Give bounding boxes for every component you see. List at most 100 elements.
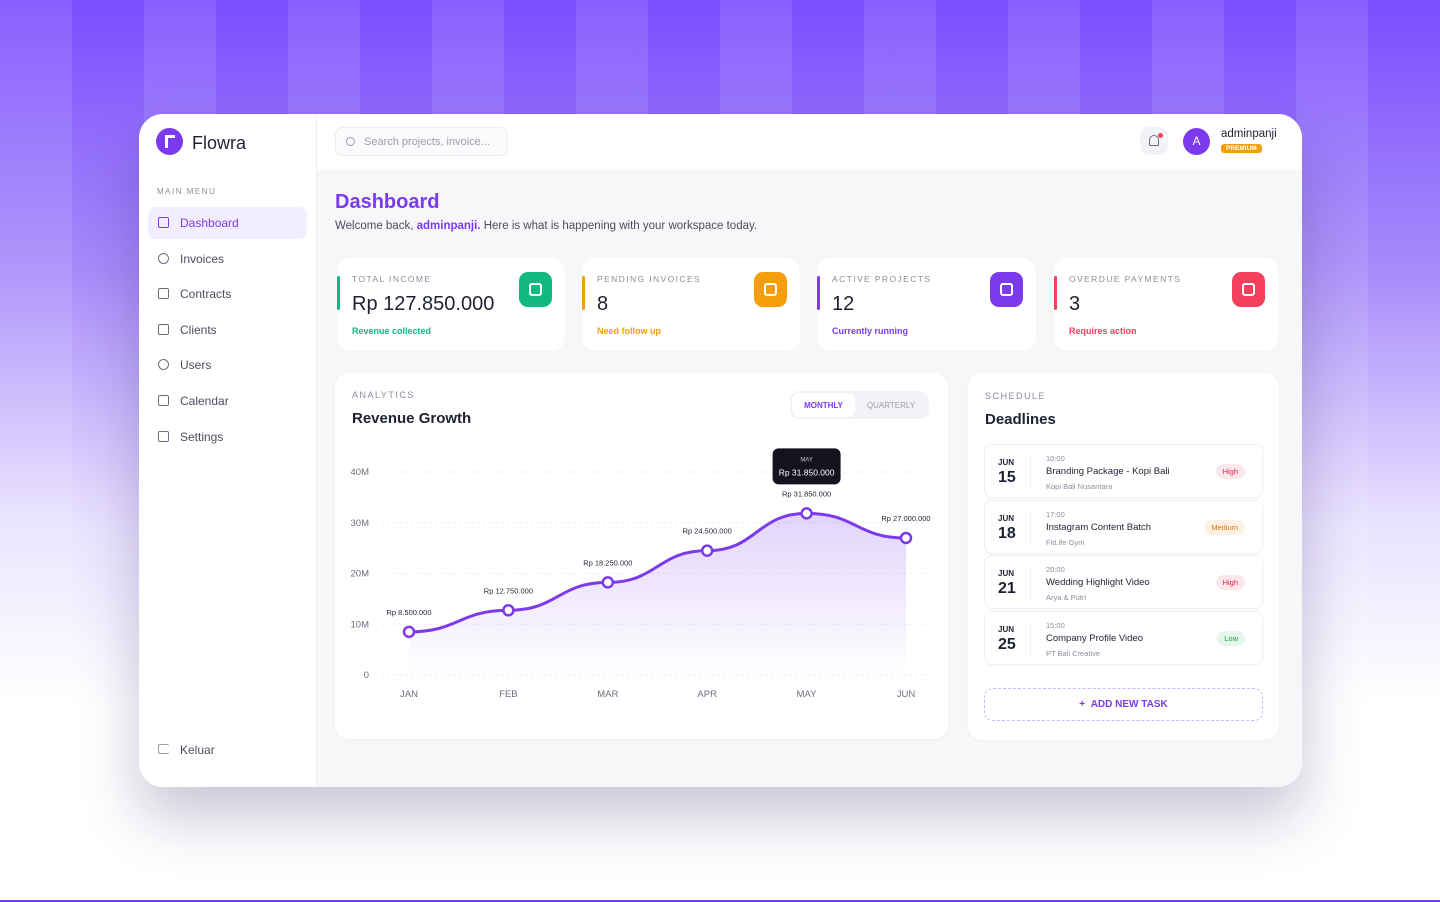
- priority-badge: Medium: [1204, 519, 1245, 535]
- welcome-text: Here is what is happening with your work…: [483, 220, 758, 232]
- schedule-panel: SCHEDULE Deadlines + ADD NEW TASK JUN 15 1…: [968, 373, 1279, 740]
- divider: [1030, 510, 1031, 545]
- stat-icon: [754, 272, 787, 307]
- stat-icon: [1232, 272, 1265, 307]
- stat-card: TOTAL INCOME Rp 127.850.000 Revenue collec…: [337, 258, 565, 351]
- logo-icon: [156, 128, 183, 155]
- bottom-rule: [0, 900, 1440, 902]
- value-label: Rp 18.250.000: [583, 558, 632, 567]
- point: [601, 576, 615, 589]
- bell-icon: [1149, 135, 1159, 146]
- value-label: Rp 31.850.000: [782, 489, 831, 498]
- deadline-month: JUN: [998, 625, 1015, 635]
- menu-item[interactable]: Calendar: [148, 385, 307, 417]
- stat-icon: [519, 272, 552, 307]
- page-title: Dashboard: [335, 191, 440, 213]
- priority-badge: High: [1215, 575, 1245, 591]
- stat-card: OVERDUE PAYMENTS 3 Requires action: [1054, 258, 1278, 351]
- menu-label: Dashboard: [180, 216, 239, 230]
- stat-note: Currently running: [832, 326, 908, 336]
- menu-label: Contracts: [180, 287, 232, 302]
- stat-card: ACTIVE PROJECTS 12 Currently running: [817, 258, 1036, 351]
- menu-icon: [158, 252, 169, 264]
- sidebar: Flowra MAIN MENU Keluar Dashboard Invoice…: [139, 114, 317, 787]
- avatar[interactable]: A: [1183, 128, 1210, 155]
- search-box[interactable]: Search projects, invoice...: [335, 127, 508, 156]
- chart-panel: ANALYTICS Revenue Growth MONTHLY QUARTERLY 0…: [335, 373, 948, 739]
- divider: [1030, 455, 1031, 489]
- menu-label: Users: [180, 358, 212, 373]
- menu-label: Settings: [180, 429, 224, 444]
- schedule-title: Deadlines: [985, 411, 1056, 428]
- tab-active[interactable]: [792, 393, 855, 417]
- plus-icon: +: [1079, 699, 1091, 710]
- menu-item[interactable]: Contracts: [148, 278, 307, 310]
- stat-accent: [582, 276, 585, 310]
- add-task-button[interactable]: + ADD NEW TASK: [984, 688, 1263, 721]
- menu-icon: [158, 288, 169, 300]
- priority-badge: Low: [1217, 631, 1245, 647]
- welcome-text: Welcome back,: [335, 220, 414, 232]
- menu-item[interactable]: Clients: [148, 314, 307, 346]
- deadline-title: Company Profile Video: [1046, 633, 1143, 645]
- brand: Flowra: [192, 133, 247, 153]
- menu-item[interactable]: Dashboard: [148, 207, 307, 239]
- value-label: Rp 24.500.000: [683, 527, 732, 536]
- deadline-item[interactable]: JUN 21 20:00 Wedding Highlight Video Arya & …: [984, 555, 1263, 610]
- point: [800, 507, 813, 520]
- deadline-time: 15:00: [1046, 621, 1065, 631]
- top-bar: Search projects, invoice... A adminpanji…: [317, 114, 1302, 170]
- x-tick-label: FEB: [499, 689, 517, 700]
- stat-value: Rp 127.850.000: [352, 293, 495, 315]
- x-tick-label: APR: [697, 689, 717, 700]
- deadline-time: 10:00: [1046, 454, 1065, 463]
- chart-kicker: ANALYTICS: [352, 390, 415, 400]
- value-label: Rp 12.750.000: [484, 586, 533, 595]
- stat-icon-glyph: [1000, 283, 1013, 296]
- notification-dot: [1158, 133, 1163, 138]
- priority-badge: High: [1215, 464, 1245, 479]
- menu-item[interactable]: Settings: [148, 421, 307, 453]
- deadline-item[interactable]: JUN 15 10:00 Branding Package - Kopi Bali Ko…: [984, 444, 1263, 498]
- point: [899, 531, 913, 545]
- welcome: Welcome back, adminpanji. Here is what i…: [335, 220, 757, 232]
- stat-icon-glyph: [1242, 283, 1255, 296]
- area: [409, 513, 906, 675]
- stat-accent: [1054, 276, 1057, 310]
- point: [502, 604, 515, 617]
- deadline-month: JUN: [998, 513, 1015, 523]
- deadline-client: FitLife Gym: [1046, 537, 1085, 547]
- logout[interactable]: Keluar: [180, 743, 215, 757]
- tooltip-value: Rp 31.850.000: [779, 467, 835, 477]
- menu-label: Invoices: [180, 251, 225, 266]
- stat-note: Requires action: [1069, 326, 1137, 336]
- deadline-item[interactable]: JUN 25 15:00 Company Profile Video PT Bali C…: [984, 611, 1263, 666]
- user-name: adminpanji: [1221, 128, 1277, 140]
- stat-value: 12: [832, 293, 855, 315]
- menu-label: Calendar: [180, 394, 229, 408]
- y-tick-label: 20M: [351, 569, 370, 580]
- x-tick-label: JAN: [400, 689, 418, 700]
- value-label: Rp 8.500.000: [386, 608, 431, 617]
- y-tick-label: 40M: [351, 467, 370, 478]
- deadline-title: Wedding Highlight Video: [1046, 577, 1150, 589]
- deadline-month: JUN: [998, 458, 1015, 467]
- menu-item[interactable]: Users: [148, 349, 307, 381]
- search-icon: [346, 137, 355, 146]
- x-tick-label: JUN: [897, 689, 916, 700]
- deadline-item[interactable]: JUN 18 17:00 Instagram Content Batch FitLife…: [984, 499, 1263, 554]
- user-badge: PREMIUM: [1221, 144, 1262, 153]
- menu-title: MAIN MENU: [157, 187, 217, 196]
- schedule-kicker: SCHEDULE: [985, 391, 1047, 401]
- deadline-day: 18: [998, 524, 1016, 542]
- stat-label: TOTAL INCOME: [352, 274, 432, 284]
- point: [402, 625, 416, 639]
- app-window: Flowra MAIN MENU Keluar Dashboard Invoice…: [139, 114, 1302, 787]
- tab-label[interactable]: QUARTERLY: [867, 401, 916, 410]
- x-tick-label: MAY: [797, 689, 818, 700]
- notification-button[interactable]: [1140, 127, 1168, 155]
- add-task-label: ADD NEW TASK: [1090, 699, 1168, 710]
- tab-label[interactable]: MONTHLY: [804, 401, 843, 410]
- menu-item[interactable]: Invoices: [148, 243, 307, 275]
